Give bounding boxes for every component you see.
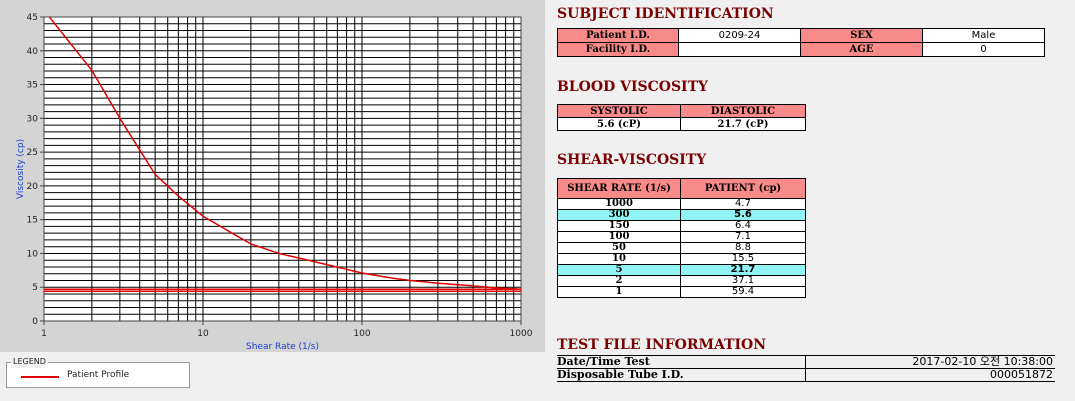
y-tick-label: 5: [32, 283, 38, 293]
datetime-label: Date/Time Test: [557, 355, 806, 369]
legend-entry-label: Patient Profile: [67, 370, 130, 380]
plot-area: [44, 17, 521, 321]
shear-viscosity-title: SHEAR-VISCOSITY: [557, 152, 707, 168]
age-label: AGE: [800, 42, 923, 57]
x-tick-label: 1: [41, 329, 47, 339]
chart-panel: 0 5 10 15 20 25 30 35 40 45 1 10 100 1000 Shear Rate (…: [0, 0, 545, 352]
subject-table: Patient I.D. 0209-24 SEX Male Facility I…: [557, 28, 1045, 57]
patient-cp-cell: 7.1: [680, 231, 806, 243]
shear-viscosity-table: SHEAR RATE (1/s) PATIENT (cp) 1000 4.7 300…: [557, 178, 806, 298]
shear-rate-cell: 300: [557, 209, 681, 221]
patient-cp-cell: 15.5: [680, 253, 806, 265]
table-row: 1 59.4: [557, 286, 806, 298]
patient-cp-cell: 4.7: [680, 198, 806, 210]
shear-viscosity-rows: 1000 4.7 300 5.6 150 6.4 100 7.1 50 8.8 10 15.5 5 21.…: [557, 198, 806, 298]
table-row: 10 15.5: [557, 253, 806, 265]
facility-id-label: Facility I.D.: [557, 42, 679, 57]
table-row: 2 37.1: [557, 275, 806, 287]
y-tick-label: 35: [27, 81, 38, 91]
patient-cp-cell: 5.6: [680, 209, 806, 221]
series-line-0: [48, 17, 521, 290]
table-row: 50 8.8: [557, 242, 806, 254]
y-tick-label: 25: [27, 148, 38, 158]
sex-value: Male: [922, 28, 1045, 43]
blood-viscosity-title: BLOOD VISCOSITY: [557, 79, 709, 95]
table-row: 100 7.1: [557, 231, 806, 243]
y-tick-label: 0: [32, 317, 38, 327]
patient-id-label: Patient I.D.: [557, 28, 679, 43]
age-value: 0: [922, 42, 1045, 57]
table-row: 1000 4.7: [557, 198, 806, 210]
test-file-table: Date/Time Test 2017-02-10 오전 10:38:00 Di…: [557, 355, 1055, 382]
y-tick-label: 15: [27, 216, 38, 226]
patient-id-value: 0209-24: [678, 28, 801, 43]
shear-rate-cell: 1: [557, 286, 681, 298]
patient-cp-cell: 21.7: [680, 264, 806, 276]
shear-rate-cell: 1000: [557, 198, 681, 210]
shear-rate-cell: 2: [557, 275, 681, 287]
table-row: 5 21.7: [557, 264, 806, 276]
y-tick-label: 10: [27, 249, 39, 259]
shear-rate-cell: 10: [557, 253, 681, 265]
subject-title: SUBJECT IDENTIFICATION: [557, 6, 774, 22]
patient-cp-cell: 59.4: [680, 286, 806, 298]
plot-frame: [43, 16, 522, 322]
x-tick-label: 100: [353, 329, 370, 339]
patient-cp-cell: 37.1: [680, 275, 806, 287]
x-tick-label: 10: [197, 329, 209, 339]
tube-id-label: Disposable Tube I.D.: [557, 368, 806, 382]
patient-cp-cell: 6.4: [680, 220, 806, 232]
table-row: 150 6.4: [557, 220, 806, 232]
y-tick-label: 30: [27, 114, 39, 124]
shear-rate-cell: 150: [557, 220, 681, 232]
blood-viscosity-table: SYSTOLIC DIASTOLIC 5.6 (cP) 21.7 (cP): [557, 104, 806, 131]
legend-title: LEGEND: [11, 356, 48, 368]
diastolic-label: DIASTOLIC: [680, 104, 806, 118]
y-tick-label: 45: [27, 13, 38, 23]
datetime-value: 2017-02-10 오전 10:38:00: [805, 355, 1055, 369]
diastolic-value: 21.7 (cP): [680, 117, 806, 131]
x-axis-title: Shear Rate (1/s): [246, 342, 319, 352]
viscosity-chart: 0 5 10 15 20 25 30 35 40 45 1 10 100 1000 Shear Rate (…: [16, 13, 533, 352]
legend-line-swatch: [21, 376, 59, 378]
x-tick-label: 1000: [510, 329, 533, 339]
tube-id-value: 000051872: [805, 368, 1055, 382]
shear-rate-cell: 50: [557, 242, 681, 254]
y-axis-title: Viscosity (cp): [16, 139, 26, 199]
sex-label: SEX: [800, 28, 923, 43]
test-file-title: TEST FILE INFORMATION: [557, 337, 767, 353]
patient-cp-cell: 8.8: [680, 242, 806, 254]
shear-rate-cell: 5: [557, 264, 681, 276]
shear-rate-header: SHEAR RATE (1/s): [557, 178, 681, 199]
legend: LEGEND Patient Profile: [6, 356, 190, 388]
patient-cp-header: PATIENT (cp): [680, 178, 806, 199]
facility-id-value: [678, 42, 801, 57]
y-tick-label: 40: [27, 47, 39, 57]
y-tick-label: 20: [27, 182, 39, 192]
table-row: 300 5.6: [557, 209, 806, 221]
shear-rate-cell: 100: [557, 231, 681, 243]
systolic-label: SYSTOLIC: [557, 104, 681, 118]
systolic-value: 5.6 (cP): [557, 117, 681, 131]
